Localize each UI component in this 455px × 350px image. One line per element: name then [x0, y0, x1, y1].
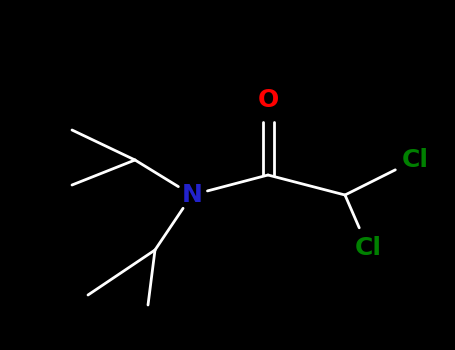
Text: Cl: Cl [401, 148, 429, 172]
Text: N: N [182, 183, 202, 207]
Text: Cl: Cl [354, 236, 381, 260]
Text: O: O [258, 88, 278, 112]
